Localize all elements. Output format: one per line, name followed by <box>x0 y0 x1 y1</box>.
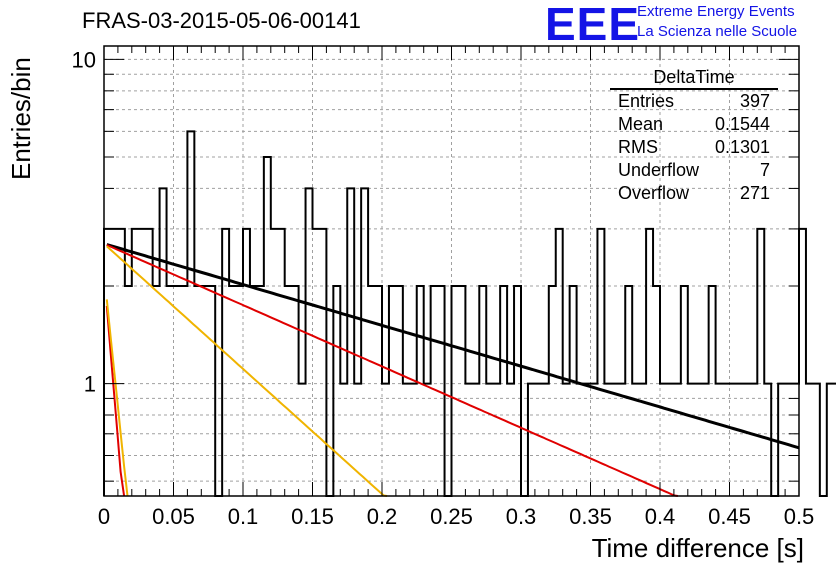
stats-label: Entries <box>618 91 675 111</box>
grid-lines <box>104 46 799 496</box>
stats-value: 0.1301 <box>714 137 770 157</box>
x-tick-label: 0.45 <box>708 504 751 529</box>
fit-curve <box>106 245 388 497</box>
axis-ticks: 0 0.05 0.1 0.15 0.2 0.25 0.3 0.35 0.4 0.45 0.5 1 10 <box>72 46 815 529</box>
stats-label: Overflow <box>618 183 690 203</box>
fit-curve <box>106 244 679 497</box>
stats-value: 397 <box>739 91 770 111</box>
fit-curve <box>105 305 126 497</box>
logo-mark: EEE <box>545 0 641 50</box>
x-tick-label: 0 <box>98 504 110 529</box>
stats-value: 0.1544 <box>714 114 770 134</box>
stats-row: Underflow 7 <box>610 159 778 182</box>
stats-row: RMS 0.1301 <box>610 136 778 159</box>
logo-line-1: Extreme Energy Events <box>637 3 795 20</box>
x-tick-label: 0.15 <box>291 504 334 529</box>
y-tick-label: 1 <box>84 372 96 397</box>
x-tick-label: 0.35 <box>569 504 612 529</box>
stats-value: 7 <box>759 160 770 180</box>
stats-value: 271 <box>739 183 770 203</box>
statistics-box: DeltaTime Entries 397 Mean 0.1544 RMS 0.130… <box>610 66 778 205</box>
x-axis-label: Time difference [s] <box>591 533 804 563</box>
x-tick-label: 0.4 <box>645 504 676 529</box>
x-tick-label: 0.3 <box>506 504 537 529</box>
stats-row: Mean 0.1544 <box>610 113 778 136</box>
histogram-bars <box>103 130 836 497</box>
x-tick-label: 0.2 <box>367 504 398 529</box>
x-tick-label: 0.1 <box>228 504 259 529</box>
stats-row: Overflow 271 <box>610 182 778 205</box>
fit-curve <box>105 299 129 497</box>
fit-curve <box>106 243 800 450</box>
y-tick-label: 10 <box>72 47 96 72</box>
stats-row: Entries 397 <box>610 90 778 113</box>
chart-title: FRAS-03-2015-05-06-00141 <box>82 8 361 33</box>
histogram-outline <box>103 130 836 497</box>
logo-line-2: La Scienza nelle Scuole <box>637 23 798 40</box>
stats-label: Mean <box>618 114 664 134</box>
x-tick-label: 0.25 <box>430 504 473 529</box>
x-tick-label: 0.05 <box>152 504 195 529</box>
stats-label: RMS <box>618 137 658 157</box>
y-axis-label: Entries/bin <box>6 57 36 180</box>
fit-curves <box>105 243 800 497</box>
x-tick-label: 0.5 <box>784 504 815 529</box>
stats-label: Underflow <box>618 160 700 180</box>
stats-header: DeltaTime <box>610 66 778 90</box>
